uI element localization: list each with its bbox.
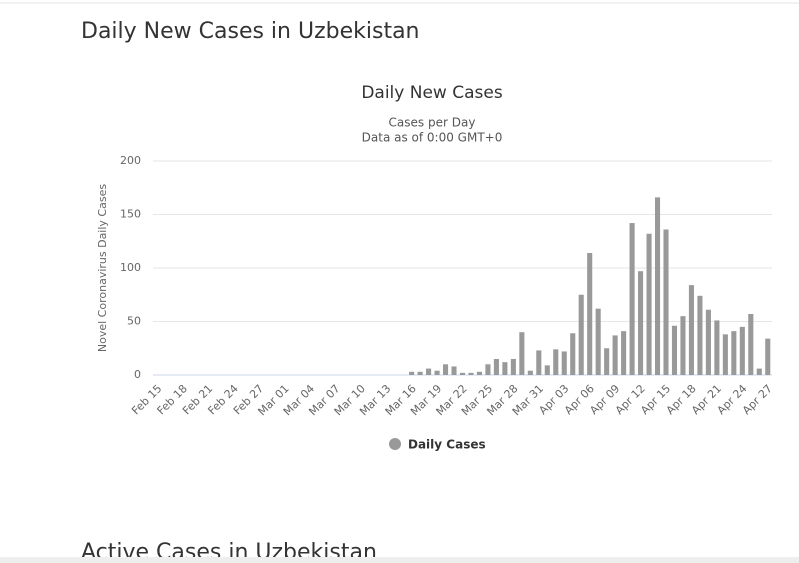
bar <box>587 253 593 375</box>
legend-label: Daily Cases <box>408 438 486 452</box>
bar <box>426 368 432 375</box>
bar <box>493 358 499 375</box>
y-tick-label: 100 <box>120 261 141 274</box>
bar <box>561 351 567 375</box>
bar <box>502 362 508 375</box>
bar <box>595 308 601 375</box>
bar <box>510 358 516 375</box>
chart-subtitle: Data as of 0:00 GMT+0 <box>362 131 503 145</box>
bar <box>417 371 423 375</box>
bar <box>409 371 415 375</box>
bar <box>527 370 533 375</box>
bar <box>519 332 525 375</box>
bar <box>570 333 576 375</box>
bar <box>705 309 711 375</box>
bar <box>459 372 466 375</box>
bar <box>731 331 737 375</box>
y-tick-label: 150 <box>120 208 141 221</box>
bar <box>756 368 762 375</box>
bar <box>553 349 559 375</box>
bar <box>765 338 771 375</box>
y-tick-label: 200 <box>120 154 141 167</box>
bottom-bar <box>0 557 799 563</box>
y-tick-label: 50 <box>127 315 141 328</box>
bar <box>536 350 542 375</box>
bar <box>604 348 610 375</box>
legend-marker <box>389 438 401 450</box>
y-axis-label: Novel Coronavirus Daily Cases <box>96 184 109 352</box>
bar <box>714 320 720 375</box>
bar <box>612 335 618 375</box>
bar <box>671 325 678 375</box>
bar <box>442 364 449 375</box>
bar <box>722 334 728 375</box>
bar <box>663 229 669 375</box>
bar <box>697 295 703 375</box>
bar <box>434 370 440 375</box>
bar <box>739 326 745 375</box>
bar <box>578 294 584 375</box>
chart-subtitle: Cases per Day <box>389 116 476 130</box>
bar <box>680 316 686 375</box>
page-heading: Daily New Cases in Uzbekistan <box>81 19 420 44</box>
bar <box>621 331 627 375</box>
bar <box>748 314 754 375</box>
bar <box>638 271 644 375</box>
bar <box>688 285 694 375</box>
bar <box>451 366 457 375</box>
bar <box>468 372 474 375</box>
bar <box>654 197 661 375</box>
bar <box>646 233 652 375</box>
bar <box>476 371 483 375</box>
bar <box>629 223 635 375</box>
bar <box>544 365 550 375</box>
bar <box>485 364 491 375</box>
chart-title: Daily New Cases <box>361 83 503 103</box>
y-tick-label: 0 <box>134 368 141 381</box>
